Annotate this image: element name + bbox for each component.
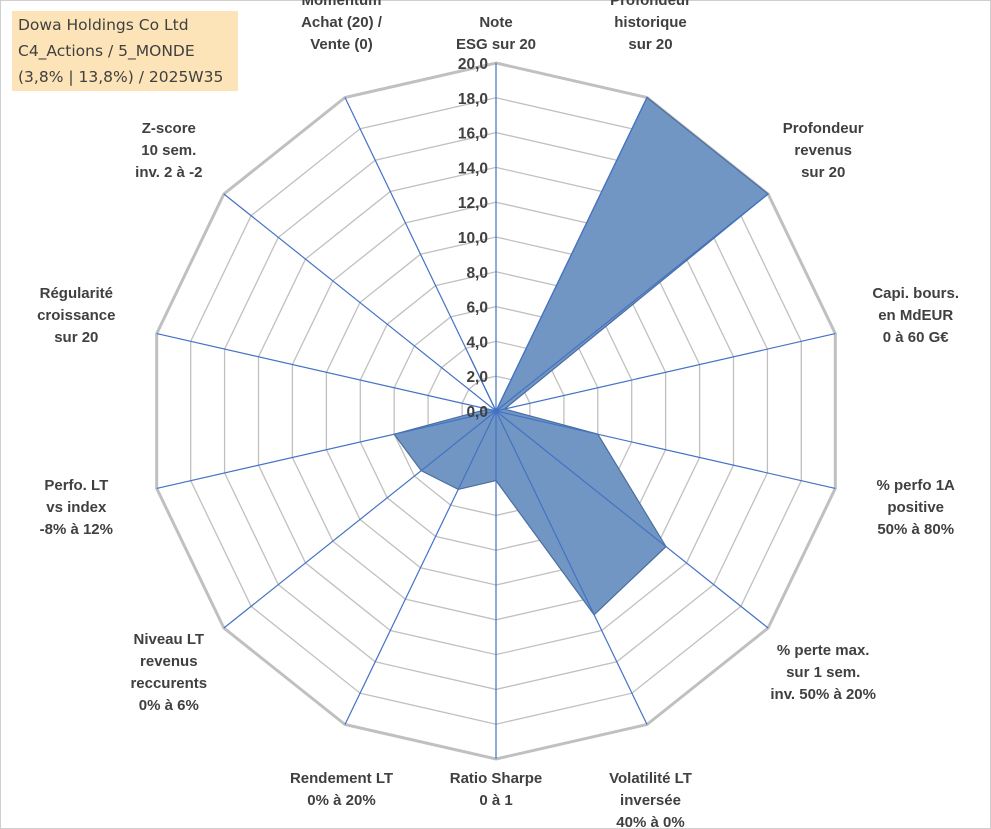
- tick-label: 18,0: [458, 91, 488, 108]
- axis-label: Niveau LT revenus reccurents 0% à 6%: [130, 631, 207, 714]
- radar-series-layer: [393, 96, 770, 616]
- axis-spoke: [495, 410, 648, 725]
- axis-label: Perfo. LT vs index -8% à 12%: [40, 477, 113, 538]
- axis-label: Volatilité LT inversée 40% à 0%: [609, 770, 692, 829]
- info-category: C4_Actions / 5_MONDE: [18, 42, 195, 60]
- axis-spoke: [495, 97, 648, 412]
- axis-label: Capi. bours. en MdEUR 0 à 60 G€: [872, 285, 959, 346]
- info-box: Dowa Holdings Co Ltd C4_Actions / 5_MOND…: [12, 11, 238, 91]
- axis-spoke: [495, 410, 769, 629]
- tick-label: 8,0: [466, 265, 488, 282]
- axis-label: Ratio Sharpe 0 à 1: [450, 770, 543, 809]
- tick-label: 0,0: [466, 404, 488, 421]
- tick-label: 6,0: [466, 300, 488, 317]
- axis-label: % perfo 1A positive 50% à 80%: [877, 477, 956, 538]
- series-area: [393, 96, 770, 616]
- tick-label: 10,0: [458, 230, 488, 247]
- info-company: Dowa Holdings Co Ltd: [18, 16, 189, 34]
- axis-spoke: [344, 410, 497, 725]
- axis-spoke: [156, 410, 497, 489]
- axis-label: Note ESG sur 20: [456, 14, 536, 53]
- axis-labels: Note ESG sur 20 Profondeur historique sur 20…: [37, 0, 959, 829]
- radar-spokes: [156, 63, 836, 759]
- tick-label: 14,0: [458, 160, 488, 177]
- info-period: (3,8% | 13,8%) / 2025W35: [18, 68, 224, 86]
- axis-spoke: [156, 333, 497, 412]
- axis-spoke: [344, 97, 497, 412]
- tick-label: 2,0: [466, 369, 488, 386]
- tick-label: 4,0: [466, 334, 488, 351]
- tick-label: 16,0: [458, 126, 488, 143]
- axis-label: Z-score 10 sem. inv. 2 à -2: [135, 120, 202, 181]
- axis-label: % perte max. sur 1 sem. inv. 50% à 20%: [770, 642, 876, 703]
- axis-label: Régularité croissance sur 20: [37, 285, 115, 346]
- axis-spoke: [223, 193, 497, 412]
- radial-tick-labels: 0,0 2,0 4,0 6,0 8,0 10,0 12,0 14,0 16,0 18,0 20,0: [458, 56, 488, 421]
- tick-label: 12,0: [458, 195, 488, 212]
- axis-spoke: [495, 193, 769, 412]
- tick-label: 20,0: [458, 56, 488, 73]
- axis-spoke: [223, 410, 497, 629]
- axis-label: Rendement LT 0% à 20%: [290, 770, 393, 809]
- axis-spoke: [495, 410, 836, 489]
- axis-label: Profondeur revenus sur 20: [783, 120, 864, 181]
- axis-spoke: [495, 333, 836, 412]
- axis-label: Momentum Achat (20) / Vente (0): [301, 0, 383, 53]
- axis-label: Profondeur historique sur 20: [610, 0, 691, 53]
